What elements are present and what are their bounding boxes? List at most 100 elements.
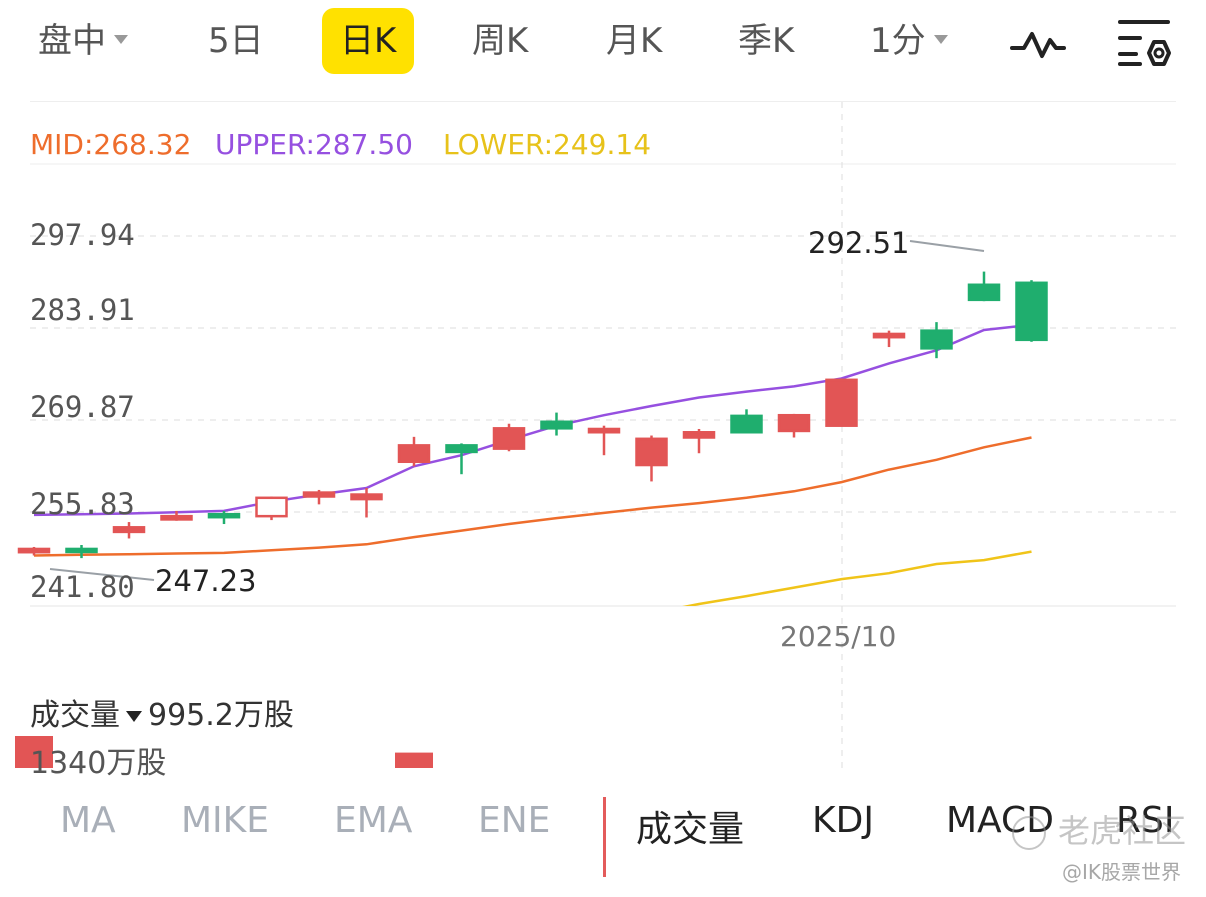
pulse-line-icon[interactable]: [1010, 22, 1066, 66]
candle: [825, 378, 858, 427]
y-tick-label-1: 283.91: [30, 293, 135, 327]
candle: [777, 413, 811, 438]
boll-mid-line: [33, 436, 1032, 557]
tiger-logo-icon: [1012, 816, 1046, 850]
candle-body: [1015, 281, 1048, 342]
boll-lower-line: [682, 550, 1032, 606]
watermark-brand-text: 老虎社区: [1058, 812, 1187, 850]
volume-max-label: 1340万股: [30, 746, 167, 781]
high-leader-line: [909, 240, 985, 252]
indicator-ema[interactable]: EMA: [334, 800, 413, 841]
y-tick-label-3: 255.83: [30, 487, 135, 521]
tab-daily-k[interactable]: 日K: [322, 8, 415, 74]
candle-body: [65, 547, 98, 554]
candle-body: [397, 444, 431, 464]
candle-body: [112, 526, 146, 534]
chart-settings-icon[interactable]: [1116, 16, 1172, 72]
candle-body: [160, 514, 193, 521]
candle: [872, 330, 906, 348]
candle-body: [967, 283, 1001, 302]
candle: [967, 271, 1001, 302]
high-annotation: 292.51: [808, 226, 910, 260]
candle-body: [635, 437, 668, 467]
legend-upper: UPPER:287.50: [215, 128, 413, 161]
watermark-brand: 老虎社区: [1012, 806, 1186, 852]
candles: [17, 271, 1048, 559]
candle-body: [350, 493, 383, 501]
candle: [160, 510, 193, 521]
candle: [17, 546, 51, 556]
x-axis-label: 2025/10: [780, 620, 897, 653]
candle-body: [872, 332, 906, 339]
annotation-leaders: [49, 240, 985, 581]
candle-body: [255, 496, 288, 518]
indicator-rsi[interactable]: RSI: [1116, 800, 1175, 841]
tab-minute-label: 1分: [870, 21, 926, 61]
candle: [397, 436, 431, 467]
chevron-down-icon: [114, 35, 128, 44]
candle-body: [587, 427, 621, 434]
candle: [1015, 280, 1048, 342]
candle-body: [730, 414, 763, 434]
candle-body: [302, 491, 336, 498]
watermark-handle: @IK股票世界: [1062, 860, 1182, 884]
low-leader-line: [49, 568, 155, 581]
volume-bars: [15, 736, 433, 768]
volume-bar: [395, 752, 433, 768]
y-tick-label-4: 241.80: [30, 570, 135, 604]
volume-label: 成交量: [30, 698, 120, 733]
indicator-ma[interactable]: MA: [60, 800, 116, 841]
candle: [255, 496, 288, 521]
caret-down-icon: [126, 711, 142, 722]
candle-body: [207, 512, 241, 519]
candle: [920, 322, 953, 359]
candle: [350, 487, 383, 518]
tab-minute[interactable]: 1分: [870, 8, 948, 74]
candle: [682, 428, 716, 454]
legend-mid: MID:268.32: [30, 128, 192, 161]
candle: [302, 489, 336, 505]
candle: [587, 425, 621, 456]
tab-weekly-k[interactable]: 周K: [472, 21, 529, 61]
candle: [492, 423, 526, 452]
candle: [635, 435, 668, 482]
volume-bar: [15, 736, 53, 768]
chart-grid: [30, 163, 1176, 607]
candle-body: [682, 431, 716, 439]
legend-lower: LOWER:249.14: [443, 128, 652, 161]
indicator-volume[interactable]: 成交量: [636, 809, 745, 850]
indicator-kdj[interactable]: KDJ: [812, 800, 874, 841]
candle-body: [825, 378, 858, 427]
y-tick-label-0: 297.94: [30, 218, 135, 252]
indicator-divider: [603, 797, 606, 877]
candle: [112, 522, 146, 539]
candle: [207, 510, 241, 525]
candle-body: [920, 329, 953, 350]
tab-quarterly-k[interactable]: 季K: [738, 21, 795, 61]
boll-lines: [33, 323, 1032, 606]
candle-body: [777, 413, 811, 433]
tab-intraday-label: 盘中: [38, 21, 106, 61]
y-tick-label-2: 269.87: [30, 390, 135, 424]
candle-body: [492, 427, 526, 450]
candle-body: [445, 444, 478, 454]
indicator-mike[interactable]: MIKE: [181, 800, 270, 841]
candle: [445, 443, 478, 475]
volume-current: 995.2万股: [148, 698, 294, 733]
candle-body: [17, 547, 51, 554]
candle-body: [540, 420, 573, 430]
period-tab-bar: 盘中 5日 日K 周K 月K 季K 1分: [0, 0, 1206, 90]
volume-header[interactable]: 成交量 995.2万股: [30, 690, 294, 734]
tab-intraday[interactable]: 盘中: [38, 8, 128, 74]
chevron-down-icon: [933, 35, 948, 44]
indicator-ene[interactable]: ENE: [478, 800, 551, 841]
tab-monthly-k[interactable]: 月K: [606, 21, 663, 61]
candlestick-chart[interactable]: [0, 0, 1206, 780]
boll-upper-line: [33, 323, 1032, 517]
candle: [540, 412, 573, 436]
divider-line: [30, 101, 1176, 102]
tab-5day[interactable]: 5日: [208, 21, 264, 61]
low-annotation: 247.23: [155, 564, 257, 598]
candle: [65, 545, 98, 559]
candle: [730, 409, 763, 434]
